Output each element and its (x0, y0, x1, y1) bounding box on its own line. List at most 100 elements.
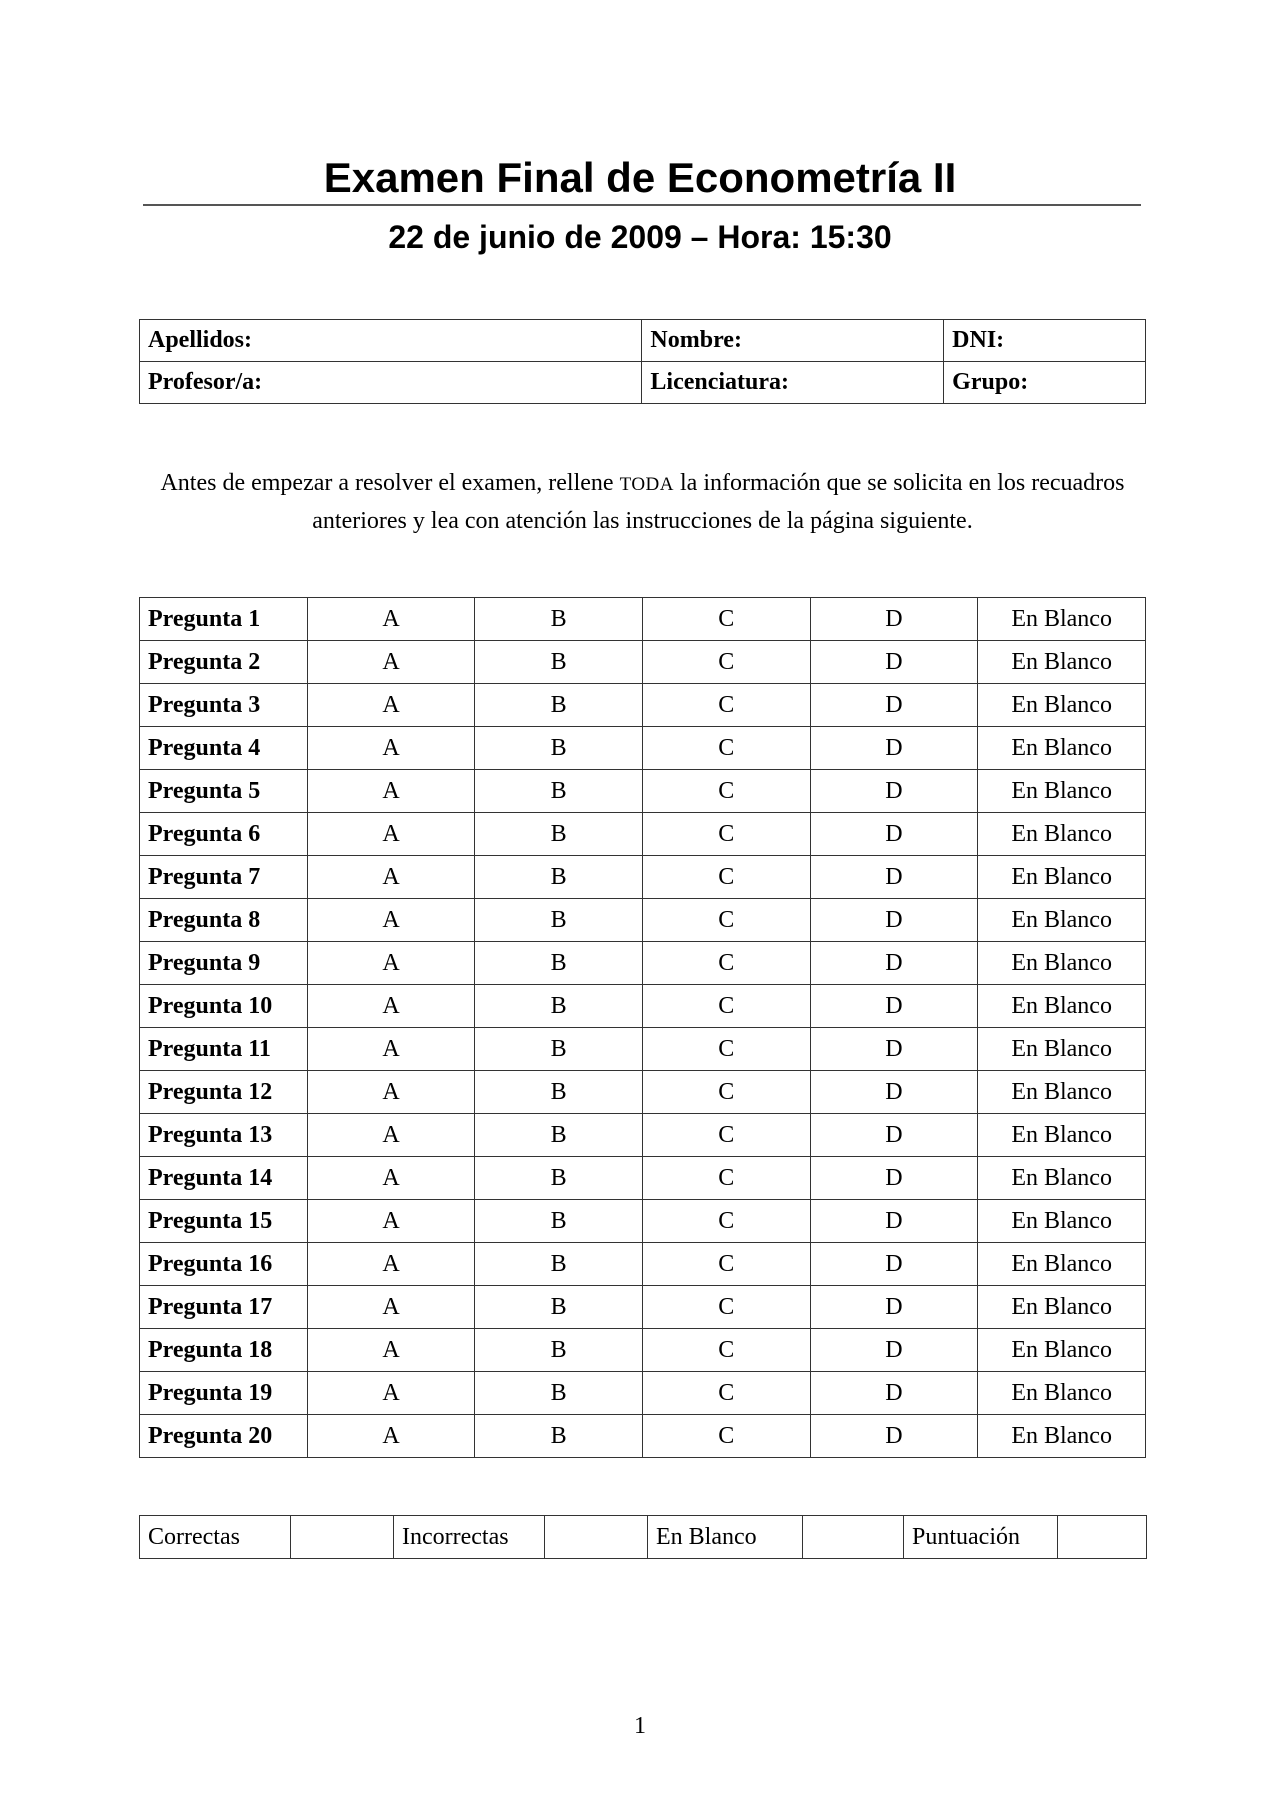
answer-option[interactable]: D (809, 683, 979, 727)
answer-option[interactable]: D (809, 898, 979, 942)
answer-option[interactable]: B (474, 812, 643, 856)
answer-option[interactable]: A (306, 984, 476, 1028)
answer-option[interactable]: A (306, 683, 476, 727)
answer-option[interactable]: C (641, 1328, 811, 1372)
answer-option[interactable]: C (641, 984, 811, 1028)
answer-option[interactable]: C (641, 855, 811, 899)
answer-option[interactable]: A (306, 1371, 476, 1415)
info-field[interactable]: Grupo: (943, 361, 1146, 404)
answer-option[interactable]: A (306, 597, 476, 641)
answer-option[interactable]: B (474, 640, 643, 684)
answer-option[interactable]: B (474, 726, 643, 770)
answer-option[interactable]: En Blanco (977, 1070, 1146, 1114)
answer-option[interactable]: D (809, 1242, 979, 1286)
answer-option[interactable]: C (641, 1242, 811, 1286)
answer-option[interactable]: B (474, 855, 643, 899)
answer-option[interactable]: C (641, 1371, 811, 1415)
answer-option[interactable]: A (306, 1156, 476, 1200)
answer-option[interactable]: En Blanco (977, 941, 1146, 985)
answer-option[interactable]: En Blanco (977, 683, 1146, 727)
answer-option[interactable]: D (809, 769, 979, 813)
answer-option[interactable]: A (306, 640, 476, 684)
answer-option[interactable]: En Blanco (977, 984, 1146, 1028)
answer-option[interactable]: C (641, 769, 811, 813)
answer-option[interactable]: A (306, 1070, 476, 1114)
answer-option[interactable]: C (641, 640, 811, 684)
answer-option[interactable]: A (306, 941, 476, 985)
info-field[interactable]: Licenciatura: (641, 361, 945, 404)
answer-option[interactable]: A (306, 769, 476, 813)
answer-option[interactable]: C (641, 597, 811, 641)
answer-option[interactable]: C (641, 1156, 811, 1200)
info-field[interactable]: Profesor/a: (138, 361, 643, 404)
answer-option[interactable]: A (306, 726, 476, 770)
answer-option[interactable]: En Blanco (977, 1285, 1146, 1329)
answer-option[interactable]: En Blanco (977, 1027, 1146, 1071)
answer-option[interactable]: D (809, 941, 979, 985)
info-field[interactable]: Apellidos: (138, 319, 643, 362)
info-field[interactable]: DNI: (943, 319, 1146, 362)
answer-option[interactable]: B (474, 1156, 643, 1200)
answer-option[interactable]: A (306, 812, 476, 856)
answer-option[interactable]: B (474, 597, 643, 641)
answer-option[interactable]: A (306, 855, 476, 899)
answer-option[interactable]: D (809, 812, 979, 856)
score-value-field[interactable] (802, 1515, 904, 1559)
answer-option[interactable]: C (641, 726, 811, 770)
answer-option[interactable]: En Blanco (977, 812, 1146, 856)
answer-option[interactable]: En Blanco (977, 640, 1146, 684)
answer-option[interactable]: B (474, 1242, 643, 1286)
answer-option[interactable]: En Blanco (977, 1328, 1146, 1372)
answer-option[interactable]: A (306, 1113, 476, 1157)
answer-option[interactable]: D (809, 1070, 979, 1114)
answer-option[interactable]: B (474, 683, 643, 727)
answer-option[interactable]: En Blanco (977, 769, 1146, 813)
info-field[interactable]: Nombre: (641, 319, 945, 362)
answer-option[interactable]: En Blanco (977, 597, 1146, 641)
answer-option[interactable]: B (474, 898, 643, 942)
answer-option[interactable]: B (474, 1285, 643, 1329)
answer-option[interactable]: D (809, 1199, 979, 1243)
answer-option[interactable]: En Blanco (977, 1113, 1146, 1157)
answer-option[interactable]: C (641, 812, 811, 856)
answer-option[interactable]: C (641, 898, 811, 942)
answer-option[interactable]: D (809, 640, 979, 684)
answer-option[interactable]: D (809, 1414, 979, 1458)
answer-option[interactable]: En Blanco (977, 1199, 1146, 1243)
answer-option[interactable]: D (809, 726, 979, 770)
answer-option[interactable]: B (474, 769, 643, 813)
answer-option[interactable]: D (809, 1156, 979, 1200)
score-value-field[interactable] (1057, 1515, 1147, 1559)
score-value-field[interactable] (290, 1515, 394, 1559)
answer-option[interactable]: D (809, 1113, 979, 1157)
answer-option[interactable]: D (809, 984, 979, 1028)
answer-option[interactable]: A (306, 1414, 476, 1458)
answer-option[interactable]: C (641, 1199, 811, 1243)
answer-option[interactable]: En Blanco (977, 855, 1146, 899)
answer-option[interactable]: D (809, 1285, 979, 1329)
answer-option[interactable]: A (306, 1328, 476, 1372)
answer-option[interactable]: B (474, 1113, 643, 1157)
answer-option[interactable]: B (474, 941, 643, 985)
answer-option[interactable]: B (474, 1414, 643, 1458)
answer-option[interactable]: C (641, 1414, 811, 1458)
answer-option[interactable]: C (641, 1113, 811, 1157)
answer-option[interactable]: A (306, 1027, 476, 1071)
answer-option[interactable]: A (306, 898, 476, 942)
answer-option[interactable]: B (474, 984, 643, 1028)
answer-option[interactable]: C (641, 1027, 811, 1071)
answer-option[interactable]: En Blanco (977, 1156, 1146, 1200)
answer-option[interactable]: D (809, 1371, 979, 1415)
answer-option[interactable]: C (641, 1070, 811, 1114)
answer-option[interactable]: B (474, 1328, 643, 1372)
answer-option[interactable]: En Blanco (977, 898, 1146, 942)
answer-option[interactable]: D (809, 597, 979, 641)
answer-option[interactable]: En Blanco (977, 1371, 1146, 1415)
answer-option[interactable]: B (474, 1371, 643, 1415)
answer-option[interactable]: C (641, 683, 811, 727)
answer-option[interactable]: B (474, 1070, 643, 1114)
answer-option[interactable]: D (809, 1027, 979, 1071)
answer-option[interactable]: C (641, 941, 811, 985)
answer-option[interactable]: A (306, 1242, 476, 1286)
answer-option[interactable]: B (474, 1027, 643, 1071)
